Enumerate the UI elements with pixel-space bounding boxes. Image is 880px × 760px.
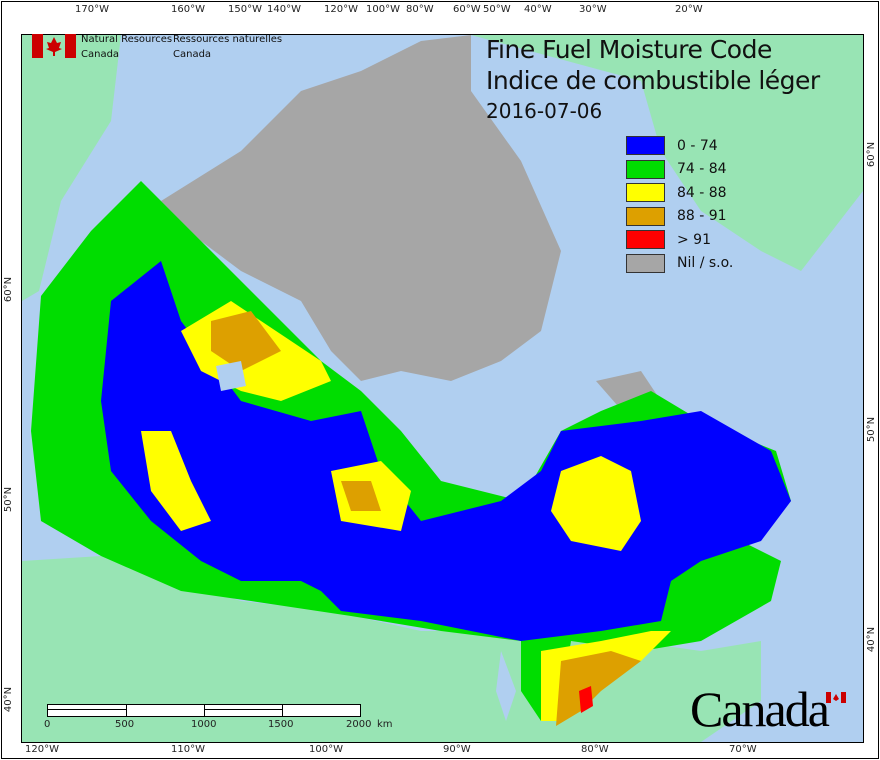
bottom-tick: 100°W <box>309 744 343 755</box>
title-fr: Indice de combustible léger <box>486 66 820 95</box>
legend-label: > 91 <box>677 231 711 248</box>
canada-wordmark: Canada <box>690 681 830 737</box>
bottom-tick: 120°W <box>25 744 59 755</box>
legend-item: 88 - 91 <box>626 205 733 229</box>
legend-label: 0 - 74 <box>677 137 718 154</box>
legend-item: Nil / s.o. <box>626 252 733 276</box>
right-tick: 50°N <box>866 416 878 443</box>
agency-fr-line2: Canada <box>173 49 212 60</box>
legend-label: 88 - 91 <box>677 208 727 225</box>
legend-label: Nil / s.o. <box>677 255 734 272</box>
top-tick: 80°W <box>406 4 434 15</box>
nodata-arctic <box>161 35 561 381</box>
region-84-88 <box>551 456 641 551</box>
left-tick: 40°N <box>3 686 15 713</box>
region-84-88 <box>141 431 211 531</box>
legend-item: 84 - 88 <box>626 181 733 205</box>
top-tick: 40°W <box>524 4 552 15</box>
legend-label: 84 - 88 <box>677 184 727 201</box>
scale-bar <box>47 704 361 717</box>
right-tick: 60°N <box>866 141 878 168</box>
legend-label: 74 - 84 <box>677 161 727 178</box>
region-88-91 <box>341 481 381 511</box>
top-tick: 100°W <box>366 4 400 15</box>
legend-swatch <box>626 206 665 226</box>
top-tick: 120°W <box>324 4 358 15</box>
legend-item: 0 - 74 <box>626 134 733 158</box>
lake-michigan <box>496 651 516 721</box>
right-tick: 40°N <box>866 626 878 653</box>
wordmark-flag-icon <box>826 692 846 703</box>
agency-en-line1: Natural Resources <box>81 34 173 45</box>
scale-label: 1000 <box>191 719 217 730</box>
map-title: Fine Fuel Moisture Code Indice de combus… <box>486 34 820 126</box>
legend-swatch <box>626 183 665 203</box>
title-en: Fine Fuel Moisture Code <box>486 35 772 64</box>
legend-swatch <box>626 136 665 156</box>
legend: 0 - 74 74 - 84 84 - 88 88 - 91 > 91 Nil / s.o… <box>626 134 733 275</box>
greenland-land <box>471 35 863 271</box>
top-tick: 150°W <box>228 4 262 15</box>
bottom-tick: 80°W <box>581 744 609 755</box>
map-date: 2016-07-06 <box>486 99 603 123</box>
bottom-tick: 90°W <box>443 744 471 755</box>
canada-flag-icon <box>32 34 76 58</box>
top-tick: 20°W <box>675 4 703 15</box>
top-tick: 140°W <box>267 4 301 15</box>
legend-item: > 91 <box>626 228 733 252</box>
scale-label: 1500 <box>268 719 294 730</box>
scale-label: 500 <box>115 719 135 730</box>
left-tick: 60°N <box>3 276 15 303</box>
bottom-tick: 70°W <box>729 744 757 755</box>
bottom-tick: 110°W <box>171 744 205 755</box>
legend-swatch <box>626 159 665 179</box>
great-slave-lake <box>216 361 246 391</box>
scale-label: 0 <box>44 719 51 730</box>
top-tick: 60°W <box>453 4 481 15</box>
map-canvas <box>21 34 864 743</box>
region-over-91 <box>579 686 593 713</box>
agency-en-line2: Canada <box>81 49 120 60</box>
top-tick: 170°W <box>75 4 109 15</box>
legend-swatch <box>626 230 665 250</box>
legend-swatch <box>626 253 665 273</box>
scale-unit: km <box>377 719 393 730</box>
legend-item: 74 - 84 <box>626 158 733 182</box>
alaska-land <box>22 35 121 301</box>
region-88-91 <box>211 311 281 371</box>
top-tick: 50°W <box>483 4 511 15</box>
region-84-88 <box>541 631 671 721</box>
region-88-91 <box>556 651 641 726</box>
scale-label: 2000 <box>346 719 372 730</box>
top-tick: 30°W <box>579 4 607 15</box>
left-tick: 50°N <box>3 486 15 513</box>
top-tick: 160°W <box>171 4 205 15</box>
agency-fr-line1: Ressources naturelles <box>173 34 283 45</box>
